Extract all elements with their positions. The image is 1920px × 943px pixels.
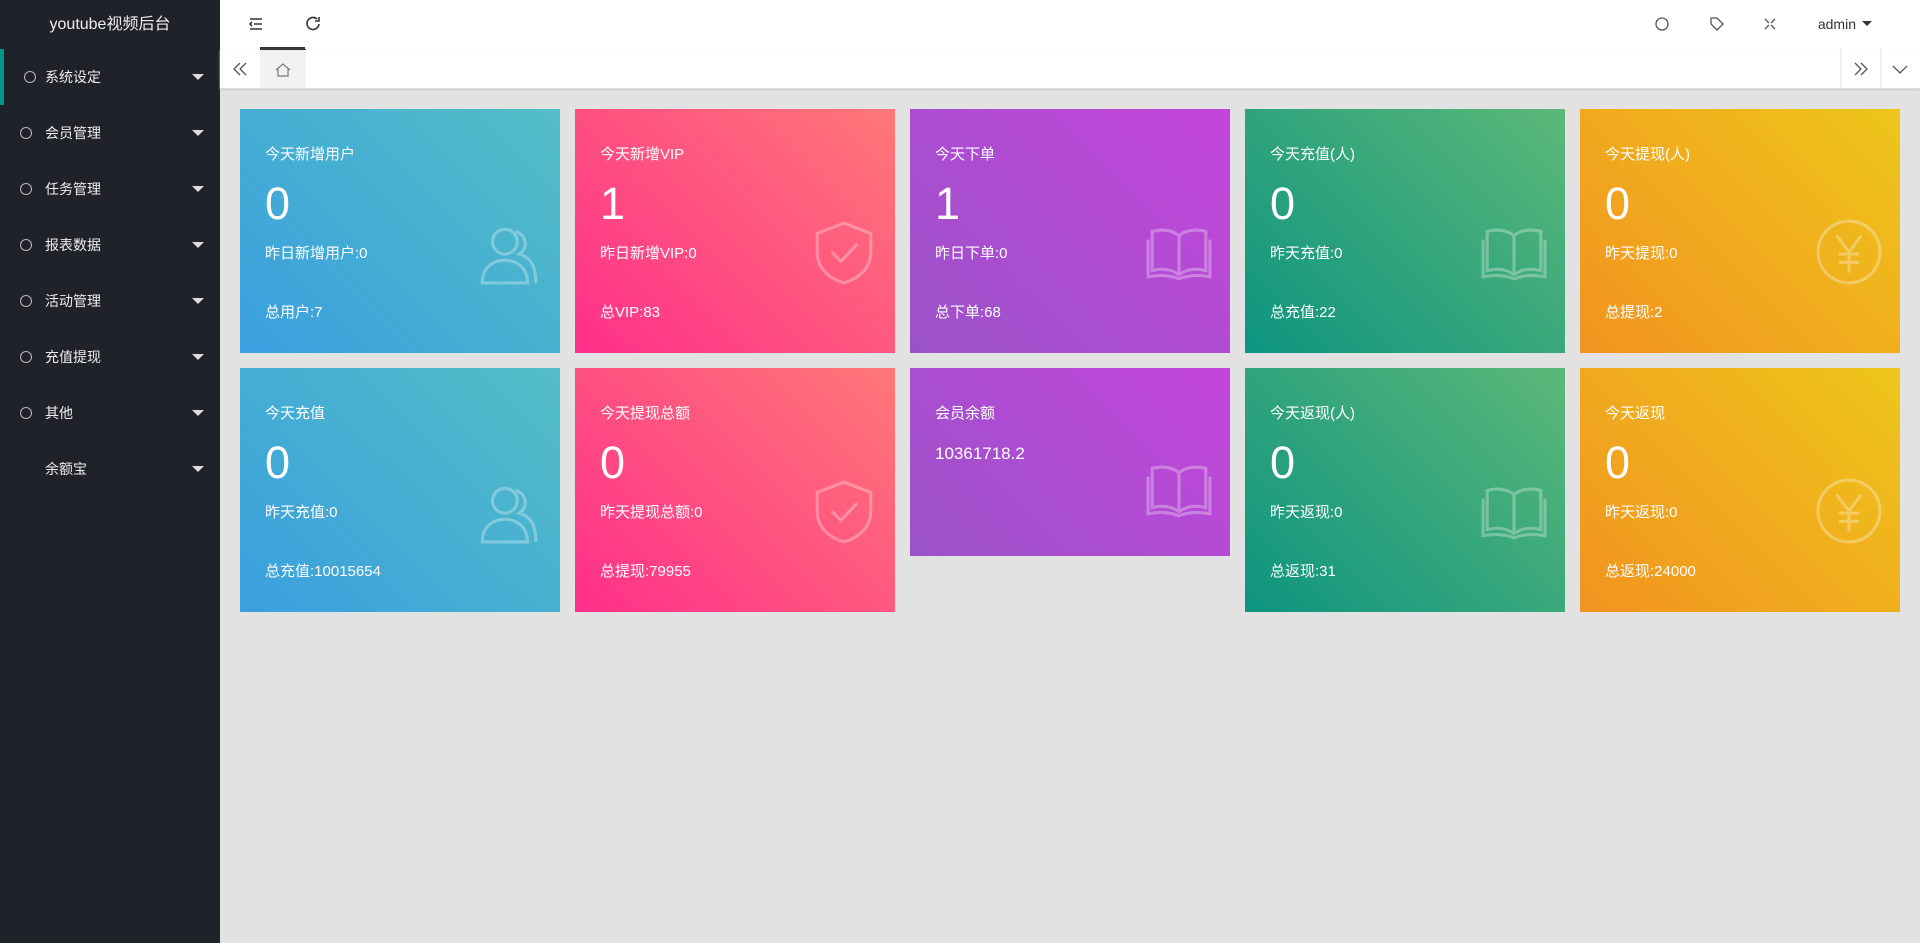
card-yesterday: 昨天返现:0 [1270, 504, 1343, 521]
card-title: 今天返现(人) [1270, 405, 1355, 422]
stat-card: 今天新增VIP 1 昨日新增VIP:0 总VIP:83 [575, 109, 895, 353]
card-total: 总充值:22 [1270, 304, 1336, 321]
card-value: 1 [935, 178, 961, 229]
menu-item[interactable]: 系统设定 [0, 49, 220, 105]
topbar: admin [220, 0, 1920, 50]
stat-card: 今天返现(人) 0 昨天返现:0 总返现:31 [1245, 368, 1565, 612]
card-icon [480, 227, 538, 285]
card-title: 今天新增用户 [265, 146, 356, 163]
card-value: 0 [600, 437, 626, 488]
card-total: 总提现:79955 [600, 563, 691, 580]
user-menu[interactable]: admin [1818, 16, 1872, 32]
card-yesterday: 昨天充值:0 [1270, 245, 1343, 262]
card-title: 今天新增VIP [600, 146, 685, 163]
card-value: 0 [265, 178, 291, 229]
card-value: 0 [1605, 178, 1631, 229]
card-icon [815, 221, 873, 285]
tab-bar [220, 48, 1920, 89]
card-yesterday: 昨天提现:0 [1605, 245, 1678, 262]
card-title: 今天提现总额 [600, 405, 691, 422]
card-grid: 今天新增用户 0 昨日新增用户:0 总用户:7 今天新增VIP 1 昨日新增VIP:0 总VI… [240, 109, 1900, 612]
card-title: 今天充值 [265, 405, 326, 422]
card-icon [1146, 228, 1212, 281]
card-total: 总返现:31 [1270, 563, 1336, 580]
stat-card: 今天新增用户 0 昨日新增用户:0 总用户:7 [240, 109, 560, 353]
card-yesterday: 昨天提现总额:0 [600, 504, 703, 521]
card-title: 会员余额 [935, 405, 996, 422]
stat-card: 今天提现总额 0 昨天提现总额:0 总提现:79955 [575, 368, 895, 612]
card-title: 今天下单 [935, 146, 996, 163]
card-value: 1 [600, 178, 626, 229]
card-value: 0 [1270, 178, 1296, 229]
menu-item[interactable]: 充值提现 [0, 329, 220, 385]
card-total: 总充值:10015654 [265, 563, 381, 580]
stat-card: 今天下单 1 昨日下单:0 总下单:68 [910, 109, 1230, 353]
card-icon [480, 486, 538, 544]
card-total: 总VIP:83 [600, 304, 661, 321]
card-total: 总返现:24000 [1605, 563, 1696, 580]
card-icon [815, 480, 873, 544]
menu-item[interactable]: 报表数据 [0, 217, 220, 273]
card-title: 今天返现 [1605, 405, 1666, 422]
stat-card: 会员余额 10361718.2 [910, 368, 1230, 556]
sidebar: youtube视频后台 系统设定 会员管理 任务管理 报表数据 活动管理 充值提现 其他 余额… [0, 0, 220, 943]
card-title: 今天提现(人) [1605, 146, 1690, 163]
card-yesterday: 昨天返现:0 [1605, 504, 1678, 521]
card-total: 总提现:2 [1605, 304, 1663, 321]
card-value: 0 [265, 437, 291, 488]
card-icon [1146, 465, 1212, 518]
tab-icons [233, 48, 1908, 88]
toolbar-icons [248, 16, 1776, 49]
menu-item[interactable]: 其他 [0, 385, 220, 441]
card-yesterday: 昨日下单:0 [935, 245, 1008, 262]
card-icon [1816, 478, 1882, 544]
stat-card: 今天充值 0 昨天充值:0 总充值:10015654 [240, 368, 560, 612]
logo: youtube视频后台 [0, 0, 220, 49]
card-value: 0 [1270, 437, 1296, 488]
menu: 系统设定 会员管理 任务管理 报表数据 活动管理 充值提现 其他 余额宝 [0, 49, 220, 497]
card-yesterday: 昨日新增用户:0 [265, 245, 368, 262]
stat-card: 今天充值(人) 0 昨天充值:0 总充值:22 [1245, 109, 1565, 353]
card-value: 10361718.2 [935, 444, 1025, 463]
menu-item[interactable]: 活动管理 [0, 273, 220, 329]
card-icon [1481, 228, 1547, 281]
stat-card: 今天提现(人) 0 昨天提现:0 总提现:2 [1580, 109, 1900, 353]
card-title: 今天充值(人) [1270, 146, 1355, 163]
card-total: 总用户:7 [265, 304, 323, 321]
card-yesterday: 昨日新增VIP:0 [600, 245, 697, 262]
menu-item[interactable]: 余额宝 [0, 441, 220, 497]
card-icon [1816, 219, 1882, 285]
card-yesterday: 昨天充值:0 [265, 504, 338, 521]
menu-item[interactable]: 任务管理 [0, 161, 220, 217]
card-total: 总下单:68 [935, 304, 1001, 321]
menu-item[interactable]: 会员管理 [0, 105, 220, 161]
card-value: 0 [1605, 437, 1631, 488]
card-icon [1481, 487, 1547, 540]
stat-card: 今天返现 0 昨天返现:0 总返现:24000 [1580, 368, 1900, 612]
